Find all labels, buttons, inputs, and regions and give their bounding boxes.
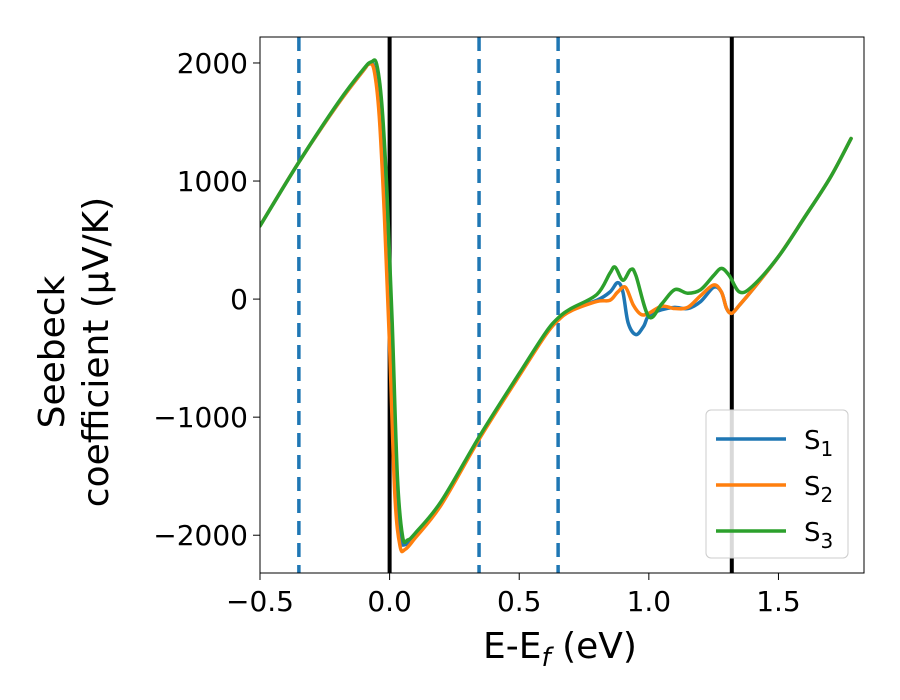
y-axis-ticks: 2000 1000 0 −1000 −2000 <box>153 47 260 552</box>
legend-label-s3: S3 <box>804 518 833 553</box>
x-tick-label: −0.5 <box>226 585 294 618</box>
y-tick-label: 1000 <box>177 165 248 198</box>
legend-label-s1: S1 <box>804 426 833 461</box>
reference-lines <box>297 37 734 573</box>
x-axis-label-unit: (eV) <box>551 626 637 667</box>
legend: S1 S2 S3 <box>705 409 849 559</box>
legend-label-s2: S2 <box>804 472 833 507</box>
x-tick-label: 1.5 <box>756 585 801 618</box>
y-axis-label-line2: coefficient (μV/K) <box>76 197 117 507</box>
x-tick-label: 1.0 <box>627 585 672 618</box>
series-lines <box>260 58 853 554</box>
y-tick-label: −2000 <box>153 519 248 552</box>
plot-frame <box>259 36 865 574</box>
y-tick-label: 0 <box>230 283 248 316</box>
x-axis-ticks: −0.5 0.0 0.5 1.0 1.5 <box>226 573 801 618</box>
y-tick-label: 2000 <box>177 47 248 80</box>
y-tick-label: −1000 <box>153 401 248 434</box>
x-axis-label: E-Ef (eV) <box>483 626 637 673</box>
series-line-s2 <box>260 62 853 554</box>
y-axis-label-line1: Seebeck <box>32 275 73 428</box>
x-tick-label: 0.0 <box>367 585 412 618</box>
x-tick-label: 0.5 <box>497 585 542 618</box>
y-axis-label: Seebeck coefficient (μV/K) <box>32 197 117 507</box>
x-axis-label-main: E-E <box>483 626 541 667</box>
series-line-s3 <box>260 58 853 545</box>
